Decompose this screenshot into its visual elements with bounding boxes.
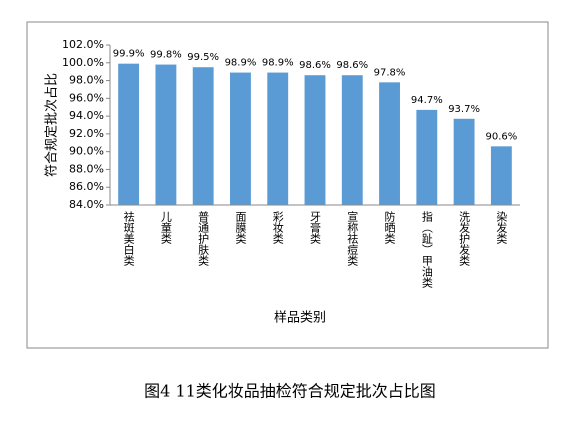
x-tick-label: 彩妆类 — [271, 211, 284, 245]
value-label: 99.5% — [187, 52, 219, 63]
bar — [267, 72, 289, 205]
y-tick-label: 84.0% — [69, 198, 104, 211]
x-tick-label: 洗发护发类 — [458, 211, 471, 267]
y-tick-label: 88.0% — [69, 162, 104, 175]
x-tick-label: 面膜类 — [234, 211, 247, 245]
y-tick-label: 86.0% — [69, 180, 104, 193]
y-tick-label: 98.0% — [69, 74, 104, 87]
y-tick-label: 90.0% — [69, 145, 104, 158]
bar — [304, 75, 326, 205]
x-tick-label: 染发类 — [495, 210, 508, 245]
value-label: 98.9% — [262, 58, 294, 69]
value-label: 99.9% — [113, 49, 145, 60]
value-label: 98.6% — [336, 60, 368, 71]
y-tick-label: 102.0% — [62, 38, 104, 51]
bar — [192, 67, 214, 205]
y-tick-label: 96.0% — [69, 91, 104, 104]
value-label: 90.6% — [485, 131, 517, 142]
value-label: 93.7% — [448, 104, 480, 115]
bar — [490, 146, 512, 205]
x-tick-label: 儿童类 — [159, 211, 172, 245]
x-tick-label: 宣称祛痘类 — [346, 210, 359, 267]
bar — [453, 118, 475, 205]
y-tick-label: 92.0% — [69, 127, 104, 140]
y-tick-label: 100.0% — [62, 56, 104, 69]
bar — [379, 82, 400, 205]
value-label: 98.6% — [299, 60, 331, 71]
caption: 图4 11类化妆品抽检符合规定批次占比图 — [144, 382, 436, 401]
value-label: 97.8% — [374, 67, 406, 78]
bar — [230, 72, 251, 205]
bar — [155, 64, 177, 205]
x-tick-label: 指（趾）甲油类 — [420, 210, 433, 289]
x-axis-title: 样品类别 — [274, 311, 326, 326]
value-label: 98.9% — [225, 58, 257, 69]
bar — [341, 75, 363, 205]
x-tick-label: 祛斑美白类 — [122, 210, 135, 267]
bar — [118, 63, 140, 205]
x-tick-label: 普通护肤类 — [197, 210, 210, 267]
x-tick-label: 牙膏类 — [309, 211, 322, 245]
y-axis-title: 符合规定批次占比 — [44, 73, 60, 177]
value-label: 99.8% — [150, 50, 182, 61]
bar — [416, 109, 438, 205]
value-label: 94.7% — [411, 95, 443, 106]
x-tick-label: 防晒类 — [383, 210, 396, 245]
y-tick-label: 94.0% — [69, 109, 104, 122]
